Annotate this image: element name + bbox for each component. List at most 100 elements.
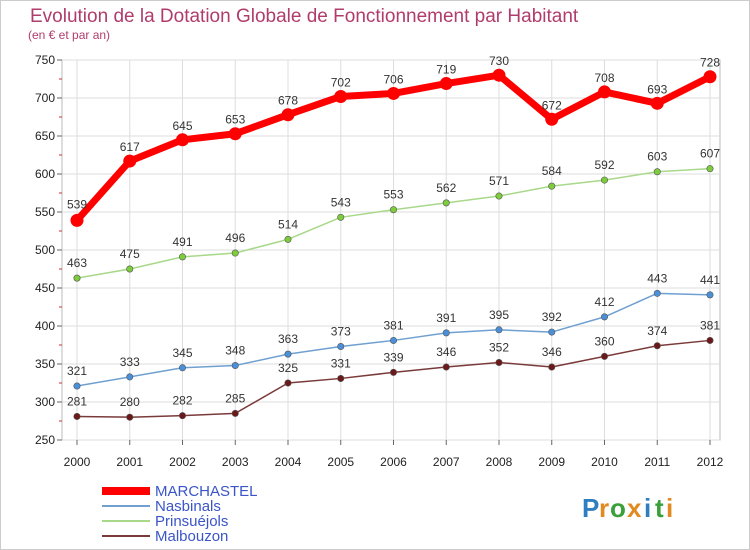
y-tick-label: 500	[35, 243, 55, 257]
data-point	[123, 154, 137, 168]
series-prinsuéjols: 463 475 491 496 514 543 553 562 571 584 592 603 607	[67, 147, 720, 282]
data-point	[389, 206, 397, 214]
data-point	[389, 368, 397, 376]
data-point	[653, 289, 661, 297]
x-tick-label: 2000	[64, 455, 91, 469]
data-point	[126, 373, 134, 381]
data-label: 373	[331, 325, 351, 339]
data-point	[600, 176, 608, 184]
y-tick-label: 350	[35, 357, 55, 371]
x-tick-label: 2007	[433, 455, 460, 469]
data-point	[706, 165, 714, 173]
data-point	[439, 77, 453, 91]
grid	[62, 59, 720, 441]
data-label: 391	[436, 311, 456, 325]
data-point	[179, 412, 187, 420]
data-label: 360	[594, 334, 614, 348]
data-label: 730	[489, 54, 509, 68]
proxiti-logo: Pr o x i t i	[582, 493, 674, 523]
data-point	[179, 364, 187, 372]
y-tick-label: 400	[35, 319, 55, 333]
data-label: 539	[67, 197, 87, 211]
data-label: 584	[542, 164, 562, 178]
data-point	[176, 133, 189, 147]
data-label: 553	[383, 188, 403, 202]
y-tick-label: 750	[35, 53, 55, 67]
data-label: 392	[542, 310, 562, 324]
data-point	[284, 350, 292, 358]
data-point	[653, 168, 661, 176]
data-label: 678	[278, 94, 298, 108]
data-point	[600, 313, 608, 321]
logo-letter: P	[582, 493, 600, 523]
data-label: 708	[594, 71, 614, 85]
data-label: 496	[225, 231, 245, 245]
data-point	[231, 362, 239, 370]
data-label: 331	[331, 356, 351, 370]
data-point	[442, 329, 450, 337]
data-label: 571	[489, 174, 509, 188]
data-label: 603	[647, 150, 667, 164]
data-point	[389, 336, 397, 344]
data-label: 693	[647, 82, 667, 96]
data-point	[337, 213, 345, 221]
chart-subtitle: (en € et par an)	[28, 28, 110, 42]
data-label: 395	[489, 308, 509, 322]
data-point	[492, 68, 506, 82]
legend-label: Malbouzon	[155, 528, 228, 545]
data-point	[73, 274, 81, 282]
data-label: 645	[172, 119, 192, 133]
x-tick-label: 2003	[222, 455, 249, 469]
data-label: 491	[172, 235, 192, 249]
data-label: 352	[489, 340, 509, 354]
data-label: 381	[383, 318, 403, 332]
data-label: 282	[172, 394, 192, 408]
data-label: 672	[542, 98, 562, 112]
data-label: 443	[647, 271, 667, 285]
data-point	[387, 86, 400, 100]
data-point	[706, 291, 714, 299]
data-label: 348	[225, 344, 245, 358]
y-tick-label: 650	[35, 129, 55, 143]
x-tick-label: 2004	[275, 455, 302, 469]
logo-letter: t	[655, 493, 665, 523]
data-label: 346	[542, 345, 562, 359]
data-point	[231, 249, 239, 257]
data-point	[70, 213, 84, 227]
data-point	[334, 89, 348, 103]
legend-label: Nasbinals	[155, 498, 221, 515]
data-label: 475	[120, 247, 140, 261]
logo-letter: o	[610, 493, 627, 523]
data-label: 719	[436, 63, 456, 77]
data-label: 562	[436, 181, 456, 195]
data-point	[495, 358, 503, 366]
data-point	[598, 85, 611, 99]
data-label: 333	[120, 355, 140, 369]
data-label: 543	[331, 195, 351, 209]
data-point	[442, 199, 450, 207]
data-label: 339	[383, 350, 403, 364]
data-point	[231, 409, 239, 417]
x-tick-label: 2010	[591, 455, 618, 469]
legend-label: Prinsuéjols	[155, 513, 228, 530]
data-label: 325	[278, 361, 298, 375]
x-tick-label: 2006	[380, 455, 407, 469]
data-label: 653	[225, 113, 245, 127]
data-point	[495, 326, 503, 334]
data-point	[284, 235, 292, 243]
data-label: 374	[647, 324, 667, 338]
data-label: 346	[436, 345, 456, 359]
logo-letter: x	[627, 493, 642, 523]
data-label: 363	[278, 332, 298, 346]
data-point	[284, 379, 292, 387]
data-point	[650, 96, 664, 110]
data-point	[545, 112, 559, 126]
y-tick-label: 450	[35, 281, 55, 295]
data-point	[126, 413, 134, 421]
logo-letter: i	[666, 493, 674, 523]
data-point	[442, 363, 450, 371]
data-point	[73, 382, 81, 390]
data-label: 463	[67, 256, 87, 270]
data-point	[179, 253, 187, 261]
